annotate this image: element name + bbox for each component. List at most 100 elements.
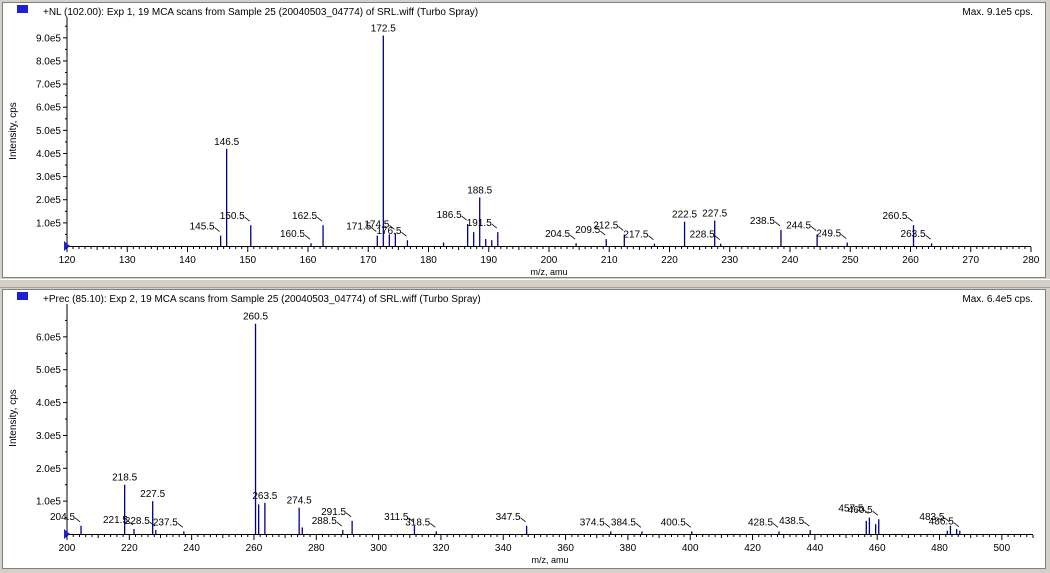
peak-label: 291.5	[321, 507, 346, 518]
y-tick-label: 5.0e5	[36, 126, 61, 137]
x-tick-label: 440	[807, 543, 824, 554]
peak-label: 483.5	[919, 512, 944, 523]
peak-label-leader	[685, 523, 692, 528]
x-tick-label: 160	[300, 255, 317, 266]
peak-label-leader	[604, 523, 611, 528]
peak-label-leader	[74, 517, 81, 523]
x-tick-label: 200	[59, 543, 76, 554]
peak-label: 146.5	[214, 137, 239, 148]
peak-label: 249.5	[816, 229, 841, 240]
peak-label-leader	[944, 517, 950, 523]
x-tick-label: 360	[557, 543, 574, 554]
peak-label: 460.5	[848, 505, 873, 516]
peak-label: 288.5	[312, 516, 337, 527]
spectrum-panel-2: +Prec (85.10): Exp 2, 19 MCA scans from …	[2, 289, 1046, 569]
peak-label-leader	[648, 235, 654, 240]
panel-splitter[interactable]	[0, 279, 1050, 288]
chart-title: +NL (102.00): Exp 1, 19 MCA scans from S…	[43, 7, 478, 18]
peak-label: 174.5	[364, 219, 389, 230]
x-tick-label: 250	[842, 255, 859, 266]
x-tick-label: 150	[239, 255, 256, 266]
x-tick-label: 220	[121, 543, 138, 554]
spectrum-chart-1[interactable]: +NL (102.00): Exp 1, 19 MCA scans from S…	[3, 3, 1045, 277]
peak-label: 263.5	[901, 229, 926, 240]
x-tick-label: 140	[179, 255, 196, 266]
peak-label-leader	[244, 216, 251, 222]
peak-label-leader	[925, 234, 931, 240]
y-tick-label: 5.0e5	[36, 365, 61, 376]
peak-label-leader	[599, 230, 606, 236]
peak-label: 172.5	[371, 24, 396, 35]
peak-label-leader	[304, 234, 311, 240]
peak-label: 222.5	[672, 210, 697, 221]
peak-label: 160.5	[280, 229, 305, 240]
x-tick-label: 220	[661, 255, 678, 266]
peak-label: 191.5	[467, 218, 492, 229]
y-tick-label: 3.0e5	[36, 431, 61, 442]
y-tick-label: 2.0e5	[36, 195, 61, 206]
peak-label-leader	[774, 221, 781, 227]
peak-label: 221.5	[103, 515, 128, 526]
peak-label-leader	[336, 521, 343, 527]
peak-label-leader	[316, 216, 323, 222]
x-tick-label: 400	[682, 543, 699, 554]
peak-label: 263.5	[252, 491, 277, 502]
peak-label: 428.5	[748, 517, 773, 528]
x-tick-label: 120	[59, 255, 76, 266]
peak-label: 228.5	[125, 516, 150, 527]
peak-label: 274.5	[287, 496, 312, 507]
peak-label: 145.5	[190, 222, 215, 233]
peak-label-leader	[127, 520, 134, 526]
peak-label: 260.5	[882, 211, 907, 222]
max-intensity-label: Max. 9.1e5 cps.	[962, 7, 1033, 18]
y-tick-label: 8.0e5	[36, 56, 61, 67]
x-axis-label: m/z, amu	[530, 267, 567, 277]
x-tick-label: 130	[119, 255, 136, 266]
peak-label-leader	[953, 522, 960, 528]
peak-label-leader	[618, 226, 624, 231]
x-tick-label: 230	[721, 255, 738, 266]
peak-label-leader	[345, 512, 352, 518]
peak-label: 238.5	[750, 216, 775, 227]
series-color-icon	[17, 5, 28, 13]
x-tick-label: 480	[931, 543, 948, 554]
peak-label: 171.5	[346, 222, 371, 233]
x-tick-label: 170	[360, 255, 377, 266]
peak-label: 457.5	[838, 504, 863, 515]
peak-label-leader	[389, 224, 395, 230]
peak-label-leader	[635, 523, 642, 528]
y-tick-label: 9.0e5	[36, 33, 61, 44]
y-tick-label: 6.0e5	[36, 103, 61, 114]
peak-label-leader	[461, 215, 467, 221]
x-tick-label: 340	[495, 543, 512, 554]
peak-label-leader	[491, 223, 498, 229]
peak-label-leader	[872, 510, 879, 516]
peak-label: 186.5	[437, 210, 462, 221]
peak-label-leader	[840, 234, 847, 239]
x-tick-label: 280	[1023, 255, 1040, 266]
x-tick-label: 460	[869, 543, 886, 554]
chart-title: +Prec (85.10): Exp 2, 19 MCA scans from …	[43, 294, 481, 305]
x-tick-label: 420	[744, 543, 761, 554]
spectrum-chart-2[interactable]: +Prec (85.10): Exp 2, 19 MCA scans from …	[3, 290, 1045, 568]
peak-label-leader	[714, 235, 720, 240]
peak-label-leader	[401, 231, 407, 237]
peak-label: 227.5	[140, 489, 165, 500]
peak-label-leader	[177, 523, 184, 528]
peak-label: 237.5	[153, 517, 178, 528]
x-tick-label: 180	[420, 255, 437, 266]
x-axis-label: m/z, amu	[531, 555, 568, 565]
x-tick-label: 270	[962, 255, 979, 266]
peak-label-leader	[569, 234, 576, 240]
peak-label-leader	[430, 523, 436, 528]
axis-origin-marker	[64, 529, 70, 539]
peak-label: 217.5	[623, 230, 648, 241]
x-tick-label: 500	[993, 543, 1010, 554]
peak-label: 384.5	[611, 517, 636, 528]
peak-label-leader	[863, 509, 869, 514]
x-tick-label: 320	[433, 543, 450, 554]
peak-label: 318.5	[405, 517, 430, 528]
peak-label-leader	[149, 521, 156, 527]
peak-label: 176.5	[376, 226, 401, 237]
peak-label-leader	[907, 216, 913, 222]
